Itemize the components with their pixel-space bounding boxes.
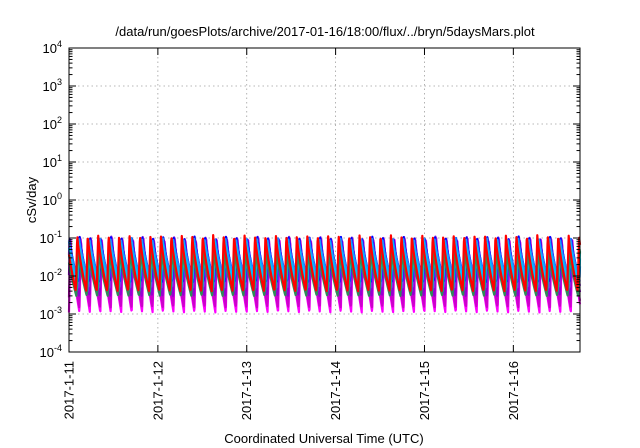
x-tick-labels: 2017-1-11 2017-1-12 2017-1-13 2017-1-14 2017…: [62, 361, 521, 420]
y-tick-label: 101: [43, 153, 62, 170]
y-tick-label: 10-4: [40, 343, 62, 360]
y-tick-label: 103: [43, 77, 62, 94]
tick-layer: [68, 47, 580, 353]
series-layer: [67, 234, 582, 314]
x-tick-label: 2017-1-14: [328, 361, 343, 420]
y-axis-label: cSv/day: [24, 176, 39, 223]
y-tick-label: 10-3: [40, 305, 62, 322]
chart-title: /data/run/goesPlots/archive/2017-01-16/1…: [115, 24, 535, 39]
y-tick-label: 100: [43, 191, 62, 208]
y-tick-label: 10-2: [40, 267, 62, 284]
x-tick-label: 2017-1-15: [417, 361, 432, 420]
x-tick-label: 2017-1-13: [239, 361, 254, 420]
grid-layer: [69, 48, 580, 352]
x-axis-label: Coordinated Universal Time (UTC): [224, 431, 423, 446]
x-tick-label: 2017-1-12: [150, 361, 165, 420]
x-tick-label: 2017-1-16: [506, 361, 521, 420]
y-tick-label: 10-1: [40, 229, 62, 246]
y-tick-label: 102: [43, 115, 62, 132]
series-line-10: [67, 234, 582, 293]
y-tick-labels: 10-4 10-3 10-2 10-1 100 101 102 103 104: [40, 39, 62, 360]
y-tick-label: 104: [43, 39, 62, 56]
x-tick-label: 2017-1-11: [62, 361, 77, 419]
